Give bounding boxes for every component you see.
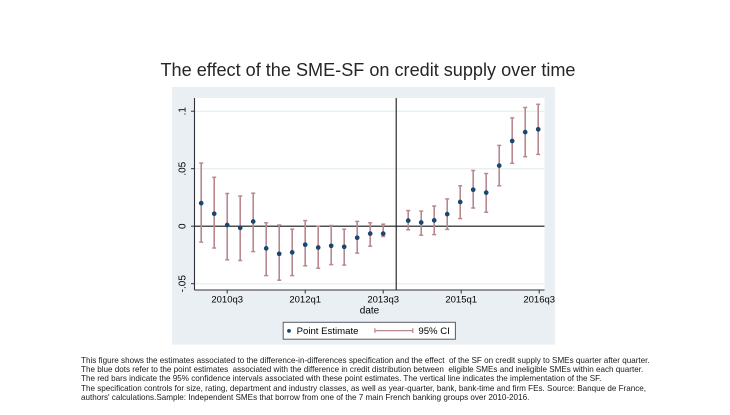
svg-text:2013q3: 2013q3: [367, 295, 399, 306]
svg-text:2012q1: 2012q1: [289, 295, 321, 306]
svg-text:95% CI: 95% CI: [418, 326, 449, 337]
svg-text:.1: .1: [178, 107, 189, 116]
svg-text:2016q3: 2016q3: [523, 295, 555, 306]
svg-text:-.05: -.05: [178, 275, 189, 293]
svg-text:2015q1: 2015q1: [445, 295, 477, 306]
svg-text:date: date: [360, 306, 380, 317]
svg-text:.05: .05: [178, 161, 189, 175]
svg-text:0: 0: [178, 223, 189, 229]
svg-text:Point Estimate: Point Estimate: [297, 326, 359, 337]
svg-text:2010q3: 2010q3: [211, 295, 243, 306]
